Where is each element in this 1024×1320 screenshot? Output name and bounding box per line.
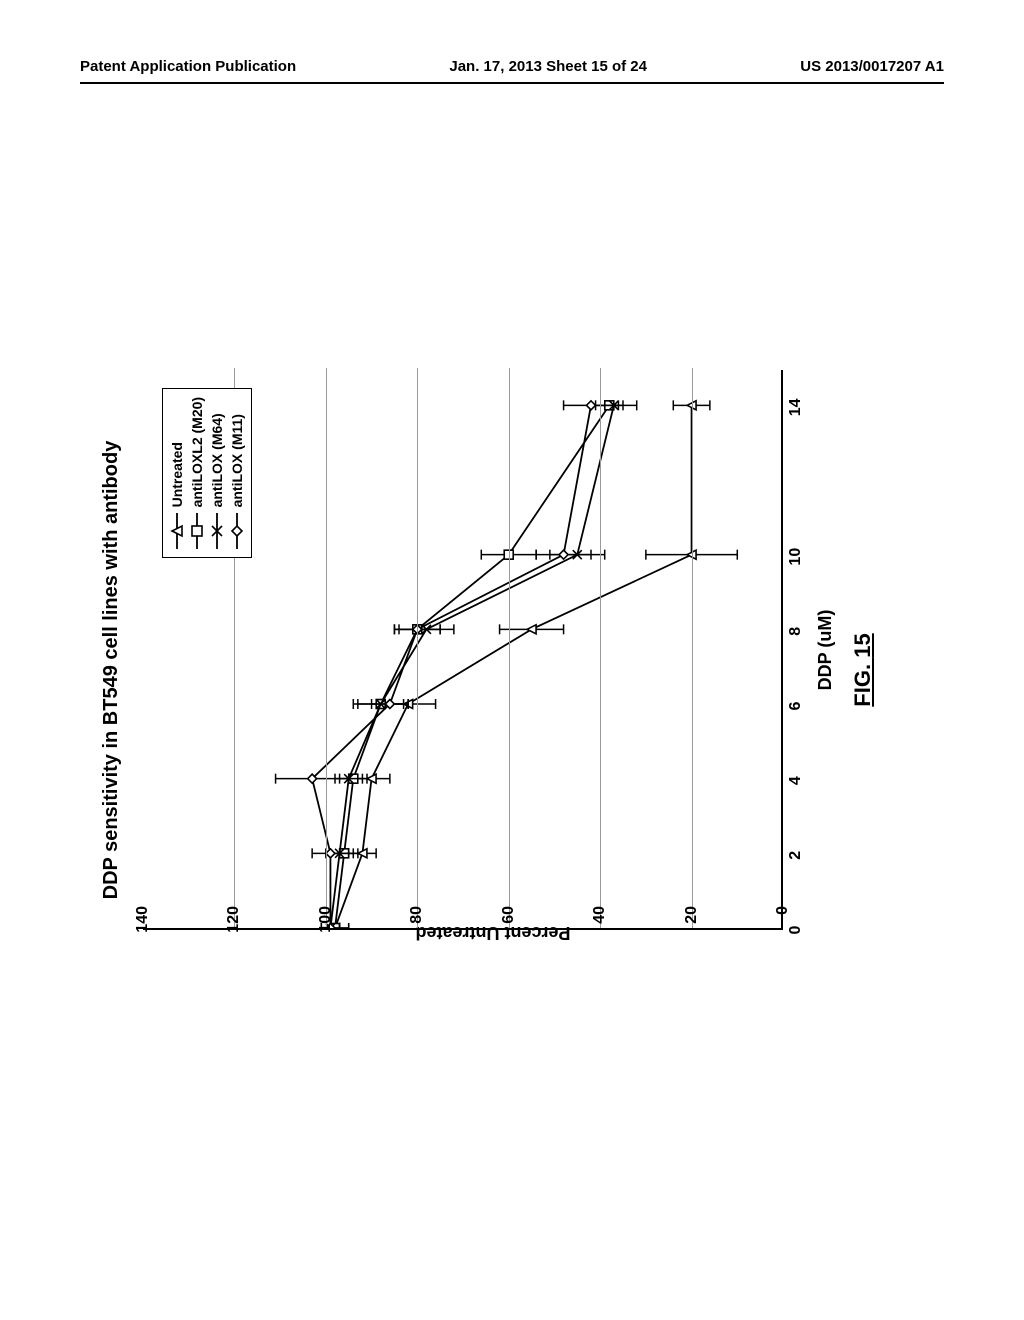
figure-caption: FIG. 15 <box>820 340 876 1000</box>
page-header: Patent Application Publication Jan. 17, … <box>0 58 1024 75</box>
header-center: Jan. 17, 2013 Sheet 15 of 24 <box>449 58 647 75</box>
legend-marker-square-icon <box>189 513 205 549</box>
x-tick-label: 6 <box>787 702 805 711</box>
figure-15: DDP sensitivity in BT549 cell lines with… <box>100 340 920 1000</box>
x-tick-label: 2 <box>787 851 805 860</box>
x-tick-label: 10 <box>787 548 805 566</box>
chart-title: DDP sensitivity in BT549 cell lines with… <box>100 340 123 1000</box>
legend: UntreatedantiLOXL2 (M20)antiLOX (M64)ant… <box>162 388 252 558</box>
x-tick-label: 0 <box>787 926 805 935</box>
legend-marker-diamond-icon <box>229 513 245 549</box>
y-tick-label: 140 <box>134 906 152 956</box>
figure-caption-number: 15 <box>850 633 875 657</box>
y-tick-label: 40 <box>591 906 609 956</box>
legend-marker-triangle-icon <box>169 513 185 549</box>
legend-label: antiLOXL2 (M20) <box>189 397 205 507</box>
y-tick-label: 80 <box>408 906 426 956</box>
legend-label: antiLOX (M11) <box>229 414 245 507</box>
header-right: US 2013/0017207 A1 <box>800 58 944 75</box>
x-tick-label: 4 <box>787 776 805 785</box>
y-tick-label: 20 <box>683 906 701 956</box>
y-tick-label: 100 <box>317 906 335 956</box>
legend-item: Untreated <box>167 397 187 549</box>
chart-container: Percent Untreated UntreatedantiLOXL2 (M2… <box>133 340 853 1000</box>
legend-marker-x-icon <box>209 513 225 549</box>
figure-caption-prefix: FIG. <box>850 658 875 707</box>
y-tick-label: 60 <box>500 906 518 956</box>
header-left: Patent Application Publication <box>80 58 296 75</box>
legend-item: antiLOX (M11) <box>227 397 247 549</box>
x-tick-label: 14 <box>787 398 805 416</box>
legend-label: Untreated <box>169 442 185 507</box>
legend-label: antiLOX (M64) <box>209 413 225 507</box>
y-tick-label: 120 <box>225 906 243 956</box>
legend-item: antiLOX (M64) <box>207 397 227 549</box>
header-rule <box>80 82 944 84</box>
legend-item: antiLOXL2 (M20) <box>187 397 207 549</box>
x-tick-label: 8 <box>787 627 805 636</box>
plot-area: UntreatedantiLOXL2 (M20)antiLOX (M64)ant… <box>143 370 783 930</box>
